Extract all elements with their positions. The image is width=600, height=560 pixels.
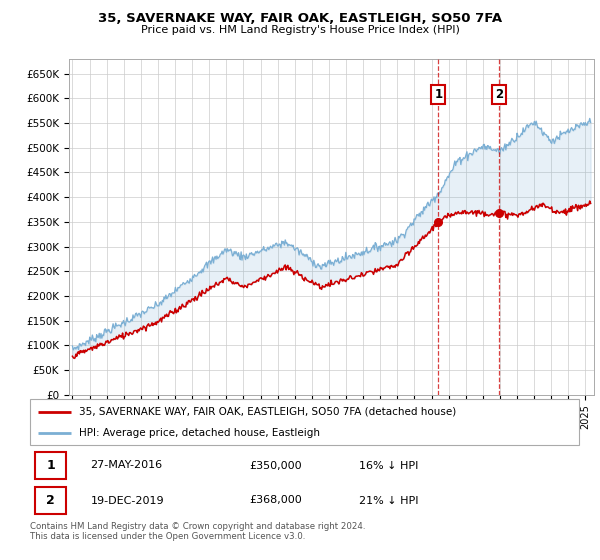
Text: £368,000: £368,000 [250,496,302,506]
Text: 35, SAVERNAKE WAY, FAIR OAK, EASTLEIGH, SO50 7FA (detached house): 35, SAVERNAKE WAY, FAIR OAK, EASTLEIGH, … [79,407,457,417]
Text: 2: 2 [495,88,503,101]
Text: 35, SAVERNAKE WAY, FAIR OAK, EASTLEIGH, SO50 7FA: 35, SAVERNAKE WAY, FAIR OAK, EASTLEIGH, … [98,12,502,25]
Text: 27-MAY-2016: 27-MAY-2016 [91,460,163,470]
Text: Price paid vs. HM Land Registry's House Price Index (HPI): Price paid vs. HM Land Registry's House … [140,25,460,35]
Text: £350,000: £350,000 [250,460,302,470]
Text: 2: 2 [46,494,55,507]
Text: 19-DEC-2019: 19-DEC-2019 [91,496,164,506]
Text: HPI: Average price, detached house, Eastleigh: HPI: Average price, detached house, East… [79,428,320,438]
FancyBboxPatch shape [30,399,579,445]
Text: 1: 1 [434,88,442,101]
Text: 21% ↓ HPI: 21% ↓ HPI [359,496,419,506]
FancyBboxPatch shape [35,487,65,514]
Text: 16% ↓ HPI: 16% ↓ HPI [359,460,419,470]
Text: 1: 1 [46,459,55,472]
FancyBboxPatch shape [35,452,65,479]
Text: Contains HM Land Registry data © Crown copyright and database right 2024.
This d: Contains HM Land Registry data © Crown c… [30,522,365,542]
